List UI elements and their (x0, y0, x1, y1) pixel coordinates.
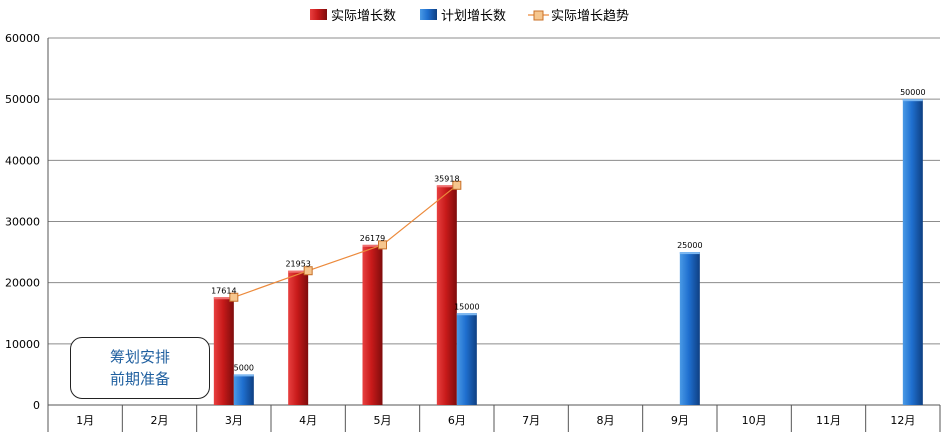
data-label: 5000 (234, 363, 254, 372)
data-label: 25000 (677, 241, 702, 250)
x-tick-label: 5月 (374, 414, 392, 427)
y-tick-label: 0 (33, 399, 40, 412)
actual-bar-cap (213, 297, 234, 300)
data-label: 15000 (454, 302, 479, 311)
trend-polyline (233, 184, 458, 298)
x-tick-label: 8月 (597, 414, 615, 427)
y-tick-label: 40000 (5, 154, 40, 167)
gridlines (48, 37, 940, 345)
legend-label: 计划增长数 (441, 9, 506, 24)
plan-bar-cap (902, 99, 923, 102)
data-label: 17614 (211, 286, 236, 295)
legend-swatch (310, 9, 327, 20)
plan-bar-cap (456, 313, 477, 316)
y-tick-label: 60000 (5, 32, 40, 45)
x-tick-label: 7月 (522, 414, 540, 427)
legend-marker (533, 10, 544, 21)
actual-bar-cap (362, 244, 383, 247)
x-tick-label: 12月 (890, 414, 915, 427)
x-tick-label: 9月 (671, 414, 689, 427)
x-tick-label: 1月 (76, 414, 94, 427)
x-tick-label: 10月 (742, 414, 767, 427)
legend-item-0: 实际增长数 (310, 9, 396, 24)
data-labels: 17614 21953 26179 35918 5000 15000 25000 50000 (211, 88, 925, 372)
legend: 实际增长数 计划增长数 实际增长趋势 (310, 8, 629, 24)
legend-label: 实际增长趋势 (551, 8, 629, 24)
y-tick-label: 10000 (5, 338, 40, 351)
annotation-box: 筹划安排 前期准备 (70, 337, 210, 399)
actual-bar-cap (288, 270, 309, 273)
trend-point (378, 240, 387, 250)
x-tick-label: 11月 (816, 414, 841, 427)
plan-bar (902, 99, 923, 406)
data-label: 26179 (360, 234, 385, 243)
data-label: 50000 (900, 88, 925, 97)
data-label: 35918 (434, 174, 459, 183)
plan-bar-cap (679, 252, 700, 255)
trend-point (229, 292, 239, 302)
x-tick-label: 2月 (151, 414, 169, 427)
bars (213, 99, 923, 406)
actual-bar (362, 244, 383, 405)
actual-bar (213, 297, 234, 405)
legend-swatch (420, 9, 437, 20)
y-tick-label: 20000 (5, 277, 40, 290)
actual-bar-cap (436, 185, 457, 188)
legend-item-2: 实际增长趋势 (528, 8, 629, 24)
x-tick-label: 4月 (299, 414, 317, 427)
actual-bar (288, 270, 309, 405)
plan-bar (679, 252, 700, 405)
plan-bar (233, 374, 254, 405)
annotation-line-2: 前期准备 (109, 370, 170, 388)
x-tick-label: 6月 (448, 414, 466, 427)
x-tick-label: 3月 (225, 414, 243, 427)
plan-bar-cap (233, 374, 254, 377)
trend-line (229, 180, 462, 302)
trend-point (303, 266, 313, 276)
y-tick-label: 30000 (5, 216, 40, 229)
trend-point (452, 180, 462, 190)
data-label: 21953 (285, 260, 310, 269)
actual-bar (436, 185, 457, 405)
annotation-line-1: 筹划安排 (109, 348, 170, 366)
plan-bar (456, 313, 477, 405)
y-tick-label: 50000 (5, 93, 40, 106)
legend-label: 实际增长数 (331, 9, 396, 24)
axes: 0 10000 20000 30000 40000 50000 60000 1月 2月 3月 4月 5… (5, 32, 941, 432)
legend-item-1: 计划增长数 (420, 9, 506, 24)
